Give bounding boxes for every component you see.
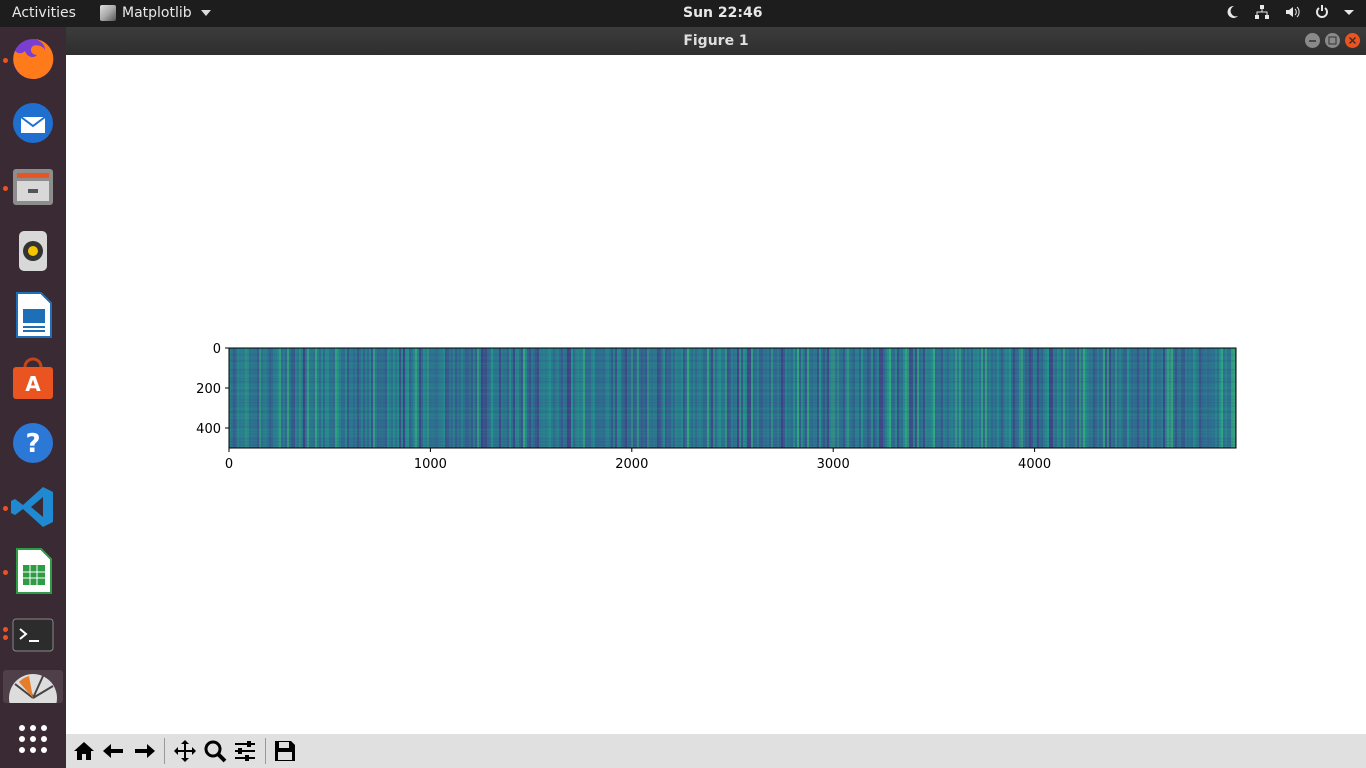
- chevron-down-icon: [200, 10, 211, 16]
- rhythmbox-icon[interactable]: [9, 227, 57, 275]
- x-tick-label: 1000: [414, 457, 447, 472]
- save-icon: [275, 741, 295, 761]
- configure-icon: [235, 741, 255, 761]
- close-button[interactable]: [1345, 33, 1360, 48]
- volume-icon: [1286, 6, 1300, 18]
- writer-icon[interactable]: [9, 291, 57, 339]
- pan-icon: [174, 740, 196, 762]
- app-menu[interactable]: Matplotlib: [100, 5, 211, 21]
- window-title: Figure 1: [683, 33, 749, 49]
- power-icon: [1316, 5, 1328, 18]
- heatmap-plot: 0 1000 2000 3000 4000 0 200 400: [196, 342, 1237, 472]
- minimize-button[interactable]: [1305, 33, 1320, 48]
- x-tick-label: 2000: [615, 457, 648, 472]
- forward-button[interactable]: [131, 738, 157, 764]
- svg-text:?: ?: [25, 429, 40, 459]
- moon-icon: [1227, 5, 1238, 18]
- x-tick-label: 3000: [817, 457, 850, 472]
- network-icon: [1255, 5, 1269, 19]
- figure-canvas[interactable]: 0 1000 2000 3000 4000 0 200 400: [66, 55, 1366, 734]
- forward-icon: [135, 744, 155, 758]
- pan-button[interactable]: [172, 738, 198, 764]
- matplotlib-app-icon: [100, 5, 116, 21]
- calc-icon[interactable]: [9, 547, 57, 595]
- terminal-icon[interactable]: [9, 611, 57, 659]
- chevron-down-icon: [1344, 10, 1354, 15]
- files-icon[interactable]: [9, 163, 57, 211]
- y-tick-label: 400: [196, 422, 221, 437]
- help-icon[interactable]: ?: [9, 419, 57, 467]
- home-button[interactable]: [71, 738, 97, 764]
- running-indicator: [3, 506, 8, 511]
- running-indicator: [3, 627, 8, 632]
- home-icon: [74, 742, 94, 760]
- running-indicator: [3, 58, 8, 63]
- window-titlebar[interactable]: Figure 1: [66, 27, 1366, 55]
- save-button[interactable]: [272, 738, 298, 764]
- app-menu-label: Matplotlib: [122, 5, 192, 21]
- axes-frame: [228, 347, 1237, 449]
- toolbar-separator: [265, 738, 266, 764]
- configure-subplots-button[interactable]: [232, 738, 258, 764]
- dock: A ?: [0, 27, 66, 768]
- vscode-icon[interactable]: [9, 483, 57, 531]
- heatmap-image: [229, 348, 1236, 448]
- firefox-icon[interactable]: [9, 35, 57, 83]
- zoom-button[interactable]: [202, 738, 228, 764]
- y-tick-label: 200: [196, 382, 221, 397]
- maximize-button[interactable]: [1325, 33, 1340, 48]
- toolbar-separator: [164, 738, 165, 764]
- running-indicator: [3, 635, 8, 640]
- y-tick-label: 0: [213, 342, 221, 357]
- navigation-toolbar: [66, 734, 1366, 768]
- top-bar: Activities Matplotlib Sun 22:46: [0, 0, 1366, 27]
- zoom-icon: [204, 740, 227, 763]
- running-indicator: [3, 570, 8, 575]
- clock[interactable]: Sun 22:46: [683, 5, 763, 21]
- x-tick-label: 4000: [1018, 457, 1051, 472]
- running-indicator: [3, 186, 8, 191]
- app-grid-icon[interactable]: [9, 715, 57, 763]
- back-button[interactable]: [101, 738, 127, 764]
- matplotlib-icon[interactable]: [3, 670, 63, 722]
- software-icon[interactable]: A: [9, 355, 57, 403]
- thunderbird-icon[interactable]: [9, 99, 57, 147]
- system-tray[interactable]: [1224, 4, 1354, 20]
- back-icon: [103, 744, 123, 758]
- x-tick-label: 0: [225, 457, 233, 472]
- svg-text:A: A: [25, 372, 41, 396]
- activities-button[interactable]: Activities: [12, 5, 76, 21]
